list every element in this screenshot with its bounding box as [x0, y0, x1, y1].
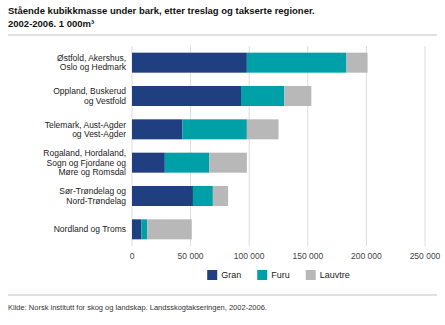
title: Stående kubikkmasse under bark, etter tr… — [8, 5, 315, 16]
x-tick-label: 250 000 — [410, 251, 441, 261]
bar — [132, 153, 165, 173]
bar — [147, 219, 192, 239]
x-tick-label: 0 — [130, 251, 135, 261]
bar — [132, 119, 182, 139]
legend-swatch — [257, 270, 267, 280]
separator — [8, 35, 437, 36]
bar — [209, 153, 247, 173]
grid-line — [425, 46, 426, 246]
bar — [132, 219, 141, 239]
bar — [132, 86, 241, 106]
bar — [247, 53, 347, 73]
bars — [132, 53, 368, 240]
legend-label: Lauvtre — [320, 270, 350, 280]
label-line: Oppland, Buskerud — [53, 86, 126, 96]
label-line: Møre og Romsdal — [58, 167, 126, 177]
bar — [132, 53, 247, 73]
label-line: Nordland og Troms — [54, 224, 126, 234]
legend-swatch — [306, 270, 316, 280]
y-tick-label: Sør-Trøndelag ogNord-Trøndelag — [59, 186, 126, 206]
grid-line — [190, 46, 191, 246]
legend-label: Furu — [271, 270, 290, 280]
y-tick-label: Rogaland, Hordaland,Sogn og Fjordane ogM… — [43, 148, 126, 177]
grid-line — [132, 46, 133, 246]
chart: Stående kubikkmasse under bark, etter tr… — [0, 0, 445, 325]
x-tick-label: 200 000 — [351, 251, 382, 261]
grid-line — [249, 46, 250, 246]
legend-label: Gran — [221, 270, 241, 280]
grid — [132, 46, 425, 246]
x-tick-label: 50 000 — [178, 251, 204, 261]
bar — [141, 219, 147, 239]
source-note: Kilde: Norsk institutt for skog og lands… — [8, 303, 267, 312]
label-line: Oslo og Hedmark — [60, 62, 127, 72]
subtitle: 2002-2006. 1 000m³ — [8, 18, 94, 29]
y-tick-label: Oppland, Buskerudog Vestfold — [53, 86, 126, 106]
label-line: Sør-Trøndelag og — [59, 186, 126, 196]
label-line: Rogaland, Hordaland, — [43, 148, 126, 158]
legend: Gran Furu Lauvtre — [207, 270, 350, 280]
x-tick-label: 100 000 — [234, 251, 265, 261]
y-tick-label: Telemark, Aust-Agderog Vest-Agder — [45, 120, 126, 140]
label-line: Østfold, Akershus, — [57, 53, 126, 63]
bar — [247, 119, 279, 139]
bar — [165, 153, 210, 173]
bar — [193, 186, 213, 206]
grid-line — [307, 46, 308, 246]
bar — [284, 86, 311, 106]
label-line: og Vestfold — [84, 96, 126, 106]
legend-swatch — [207, 270, 217, 280]
label-line: og Vest-Agder — [72, 129, 126, 139]
label-line: Nord-Trøndelag — [66, 196, 126, 206]
bar — [182, 119, 246, 139]
y-tick-label: Nordland og Troms — [54, 224, 126, 234]
x-tick-label: 150 000 — [292, 251, 323, 261]
bar — [241, 86, 284, 106]
grid-line — [366, 46, 367, 246]
y-tick-label: Østfold, Akershus,Oslo og Hedmark — [57, 53, 127, 73]
background — [0, 0, 445, 325]
separator — [8, 295, 437, 296]
label-line: Telemark, Aust-Agder — [45, 120, 126, 130]
bar — [213, 186, 228, 206]
bar — [132, 186, 193, 206]
bar — [346, 53, 367, 73]
label-line: Sogn og Fjordane og — [47, 158, 127, 168]
